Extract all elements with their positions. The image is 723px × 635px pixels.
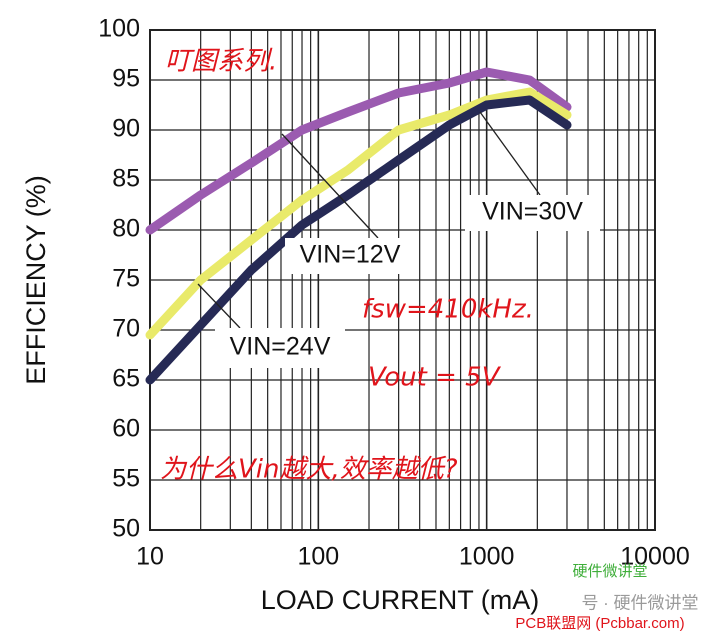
plot-frame [149, 29, 656, 531]
series-label: VIN=30V [482, 198, 583, 226]
watermark: PCB联盟网 (Pcbbar.com) [515, 615, 684, 632]
y-tick-label: 60 [112, 415, 140, 443]
watermark: 号 · 硬件微讲堂 [581, 593, 698, 612]
y-tick-label: 80 [112, 215, 140, 243]
y-axis-title: EFFICIENCY (%) [21, 175, 51, 385]
y-tick-label: 90 [112, 115, 140, 143]
y-tick-label: 55 [112, 465, 140, 493]
label-box [215, 328, 345, 368]
y-tick-label: 75 [112, 265, 140, 293]
handwritten-note: Vout = 5V [368, 363, 502, 393]
handwritten-note: 叮图系列. [165, 47, 277, 77]
label-box [285, 238, 415, 274]
x-tick-label: 100 [297, 543, 339, 571]
series-label: VIN=24V [230, 333, 331, 361]
series-line [145, 87, 572, 340]
x-tick-label: 10 [136, 543, 164, 571]
leader-line [281, 133, 379, 239]
y-tick-label: 95 [112, 65, 140, 93]
series-label: VIN=12V [300, 241, 401, 269]
y-tick-label: 50 [112, 515, 140, 543]
y-tick-label: 85 [112, 165, 140, 193]
handwritten-note: fsw=410kHz. [362, 295, 534, 325]
y-tick-label: 70 [112, 315, 140, 343]
handwritten-note: 为什么Vin越大,效率越低? [160, 455, 458, 485]
label-box [465, 195, 600, 231]
series-line [145, 67, 572, 235]
leader-line [197, 283, 241, 329]
x-tick-label: 1000 [459, 543, 515, 571]
series-line [145, 95, 572, 385]
x-tick-label: 10000 [620, 543, 690, 571]
y-tick-label: 100 [98, 15, 140, 43]
x-axis-title: LOAD CURRENT (mA) [261, 585, 540, 615]
leader-line [479, 111, 541, 196]
watermark: 硬件微讲堂 [572, 563, 647, 580]
y-tick-label: 65 [112, 365, 140, 393]
